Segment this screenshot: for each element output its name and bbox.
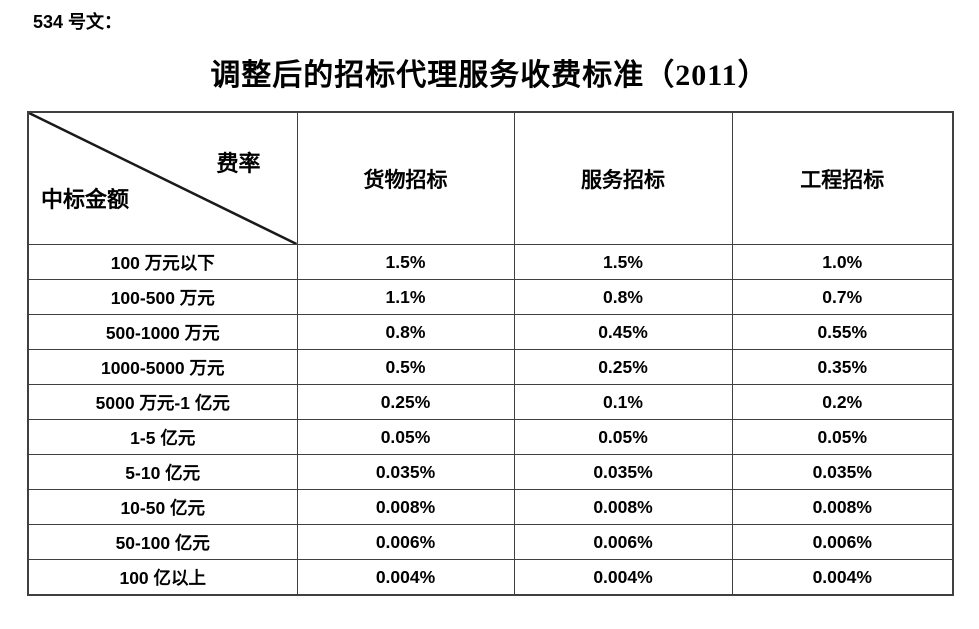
row-label: 100-500 万元 bbox=[27, 279, 298, 315]
row-label: 50-100 亿元 bbox=[27, 524, 298, 560]
page-title: 调整后的招标代理服务收费标准（2011） bbox=[210, 59, 769, 92]
fee-cell: 0.006% bbox=[513, 524, 733, 560]
fee-cell: 1.5% bbox=[296, 244, 515, 280]
fee-cell: 0.008% bbox=[296, 489, 515, 525]
column-header-goods: 货物招标 bbox=[296, 111, 515, 245]
table-row: 100-500 万元 1.1% 0.8% 0.7% bbox=[27, 279, 954, 315]
fee-cell: 1.0% bbox=[731, 244, 954, 280]
table-row: 10-50 亿元 0.008% 0.008% 0.008% bbox=[27, 489, 954, 525]
row-label: 5000 万元-1 亿元 bbox=[27, 384, 298, 420]
table-row: 500-1000 万元 0.8% 0.45% 0.55% bbox=[27, 314, 954, 350]
fee-cell: 0.25% bbox=[296, 384, 515, 420]
table-row: 1-5 亿元 0.05% 0.05% 0.05% bbox=[27, 419, 954, 455]
fee-cell: 0.006% bbox=[296, 524, 515, 560]
fee-cell: 0.05% bbox=[296, 419, 515, 455]
fee-cell: 0.1% bbox=[513, 384, 733, 420]
column-header-engineering: 工程招标 bbox=[731, 111, 954, 245]
fee-cell: 0.035% bbox=[731, 454, 954, 490]
row-label: 500-1000 万元 bbox=[27, 314, 298, 350]
row-label: 1-5 亿元 bbox=[27, 419, 298, 455]
table-row: 5-10 亿元 0.035% 0.035% 0.035% bbox=[27, 454, 954, 490]
fee-cell: 0.035% bbox=[513, 454, 733, 490]
row-label: 100 万元以下 bbox=[27, 244, 298, 280]
table-row: 50-100 亿元 0.006% 0.006% 0.006% bbox=[27, 524, 954, 560]
fee-cell: 1.5% bbox=[513, 244, 733, 280]
fee-cell: 1.1% bbox=[296, 279, 515, 315]
row-label: 5-10 亿元 bbox=[27, 454, 298, 490]
fee-cell: 0.05% bbox=[731, 419, 954, 455]
fee-cell: 0.008% bbox=[513, 489, 733, 525]
column-header-services: 服务招标 bbox=[513, 111, 733, 245]
fee-cell: 0.006% bbox=[731, 524, 954, 560]
fee-cell: 0.004% bbox=[731, 559, 954, 596]
fee-cell: 0.7% bbox=[731, 279, 954, 315]
fee-cell: 0.25% bbox=[513, 349, 733, 385]
table-row: 100 亿以上 0.004% 0.004% 0.004% bbox=[27, 559, 954, 596]
table-row: 100 万元以下 1.5% 1.5% 1.0% bbox=[27, 244, 954, 280]
fee-standard-table: 费率 中标金额 货物招标 服务招标 工程招标 100 万元以下 1.5% 1.5… bbox=[27, 111, 954, 596]
row-label: 100 亿以上 bbox=[27, 559, 298, 596]
fee-cell: 0.004% bbox=[296, 559, 515, 596]
corner-label-bid-amount: 中标金额 bbox=[41, 187, 130, 212]
fee-cell: 0.8% bbox=[513, 279, 733, 315]
diagonal-corner-cell: 费率 中标金额 bbox=[27, 111, 298, 245]
table-row: 1000-5000 万元 0.5% 0.25% 0.35% bbox=[27, 349, 954, 385]
fee-cell: 0.45% bbox=[513, 314, 733, 350]
diagonal-divider-line bbox=[29, 113, 296, 244]
fee-cell: 0.35% bbox=[731, 349, 954, 385]
fee-cell: 0.004% bbox=[513, 559, 733, 596]
fee-cell: 0.8% bbox=[296, 314, 515, 350]
fee-cell: 0.05% bbox=[513, 419, 733, 455]
corner-label-fee-rate: 费率 bbox=[216, 151, 261, 176]
table-row: 5000 万元-1 亿元 0.25% 0.1% 0.2% bbox=[27, 384, 954, 420]
fee-cell: 0.5% bbox=[296, 349, 515, 385]
header-row: 费率 中标金额 货物招标 服务招标 工程招标 bbox=[27, 111, 954, 245]
row-label: 10-50 亿元 bbox=[27, 489, 298, 525]
fee-cell: 0.2% bbox=[731, 384, 954, 420]
fee-cell: 0.008% bbox=[731, 489, 954, 525]
fee-cell: 0.55% bbox=[731, 314, 954, 350]
document-number-label: 534 号文： bbox=[33, 12, 123, 32]
fee-cell: 0.035% bbox=[296, 454, 515, 490]
row-label: 1000-5000 万元 bbox=[27, 349, 298, 385]
